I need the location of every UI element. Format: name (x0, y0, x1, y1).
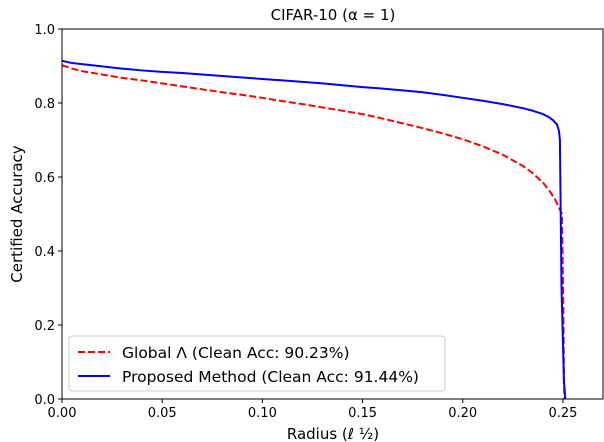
x-tick-label: 0.00 (48, 406, 77, 421)
x-tick-label: 0.05 (148, 406, 177, 421)
x-tick-label: 0.15 (348, 406, 377, 421)
legend-box (68, 335, 446, 392)
y-tick-label: 0.0 (34, 393, 55, 408)
x-axis-title: Radius (ℓ ½) (287, 425, 379, 442)
y-tick-label: 0.8 (34, 97, 55, 112)
legend-label-proposed: Proposed Method (Clean Acc: 91.44%) (122, 368, 419, 386)
y-tick-label: 0.2 (34, 319, 55, 334)
y-axis: 0.0 0.2 0.4 0.6 0.8 1.0 (34, 23, 62, 408)
x-tick-label: 0.25 (548, 406, 577, 421)
y-tick-label: 0.6 (34, 171, 55, 186)
plot-area (61, 59, 567, 400)
y-tick-label: 0.4 (34, 245, 55, 260)
chart-title: CIFAR-10 (α = 1) (271, 6, 396, 24)
series-line-proposed (61, 59, 567, 400)
x-tick-label: 0.20 (448, 406, 477, 421)
y-tick-label: 1.0 (34, 23, 55, 38)
series-line-global (61, 64, 566, 400)
y-axis-title: Certified Accuracy (8, 145, 26, 282)
x-axis: 0.00 0.05 0.10 0.15 0.20 0.25 (48, 399, 577, 421)
legend: Global Λ (Clean Acc: 90.23%) Proposed Me… (68, 335, 446, 392)
legend-label-global: Global Λ (Clean Acc: 90.23%) (122, 344, 350, 362)
x-tick-label: 0.10 (248, 406, 277, 421)
plot-frame (61, 28, 604, 400)
